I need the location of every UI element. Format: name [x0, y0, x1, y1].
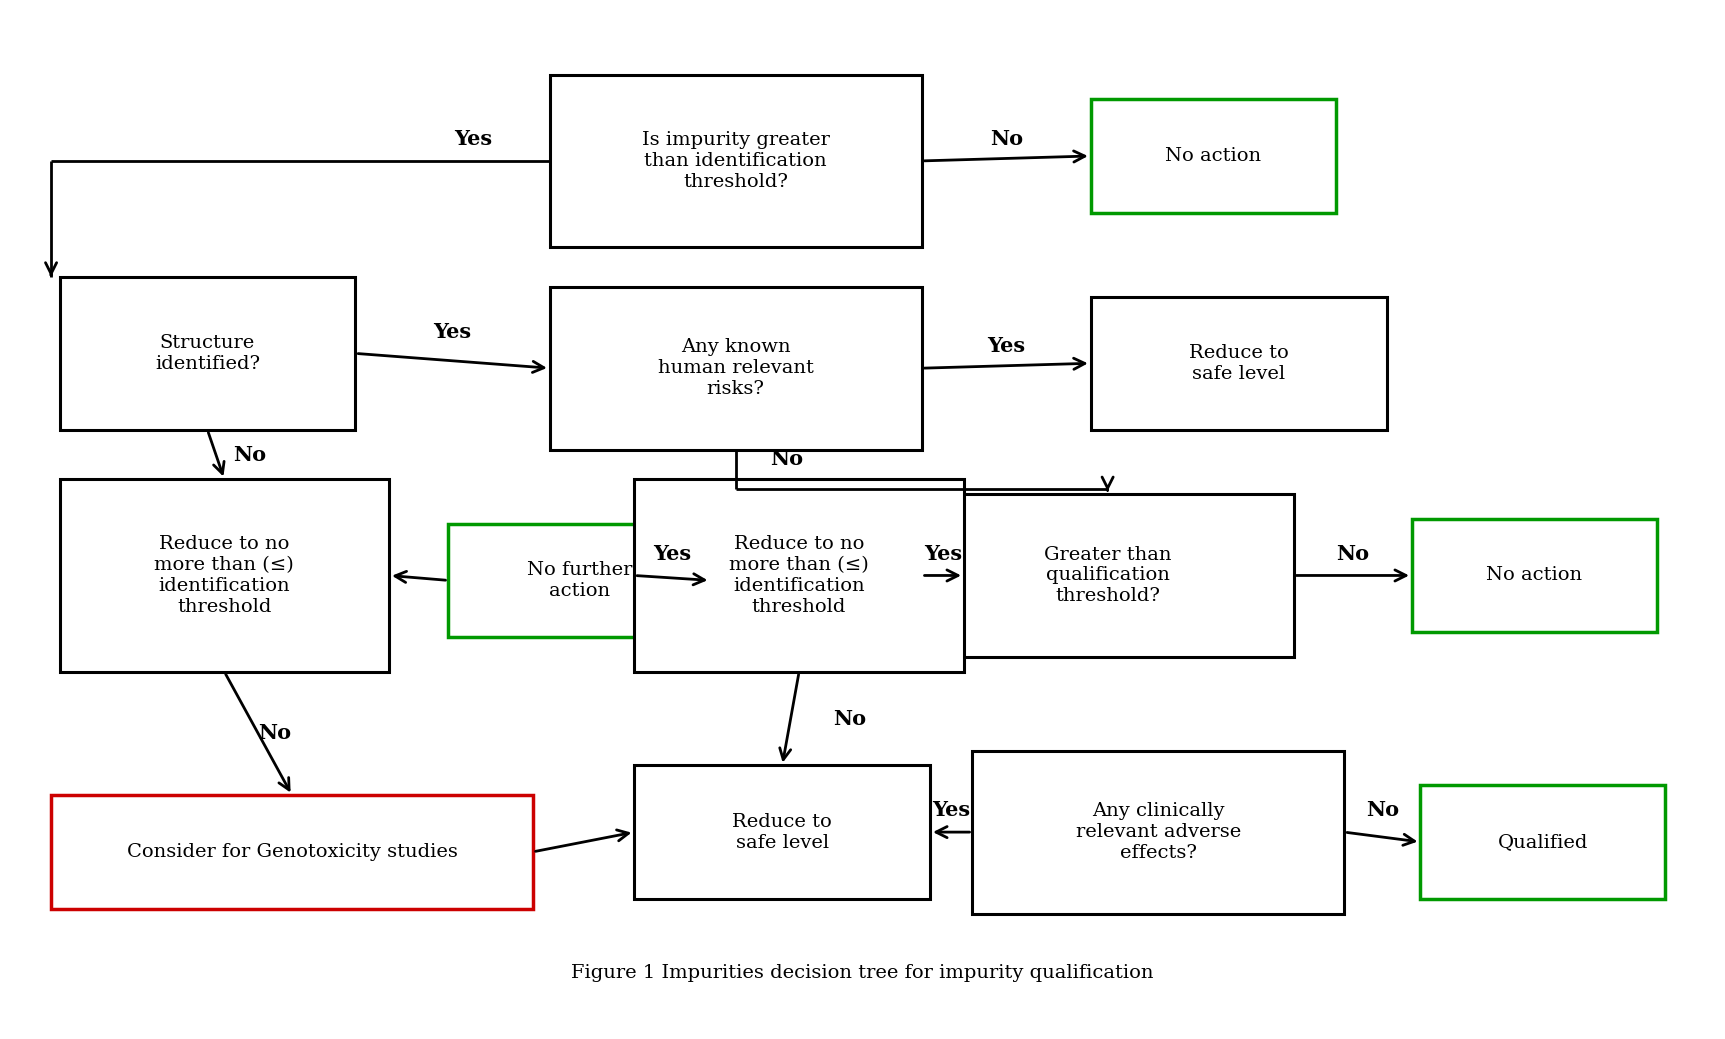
Text: Structure
identified?: Structure identified?	[155, 334, 260, 373]
Text: Any clinically
relevant adverse
effects?: Any clinically relevant adverse effects?	[1076, 802, 1240, 862]
Text: Yes: Yes	[455, 129, 493, 150]
Text: No: No	[1337, 543, 1370, 564]
Text: No: No	[769, 450, 804, 470]
Text: Yes: Yes	[433, 322, 471, 342]
Text: No: No	[1366, 800, 1399, 821]
Text: Reduce to no
more than (≤)
identification
threshold: Reduce to no more than (≤) identificatio…	[155, 535, 295, 616]
Text: No: No	[233, 445, 266, 464]
FancyBboxPatch shape	[550, 287, 921, 450]
Text: No further
action: No further action	[526, 561, 631, 600]
Text: Yes: Yes	[987, 337, 1025, 356]
Text: Is impurity greater
than identification
threshold?: Is impurity greater than identification …	[642, 131, 830, 191]
Text: No: No	[833, 709, 866, 728]
Text: Reduce to
safe level: Reduce to safe level	[1189, 344, 1289, 382]
Text: No action: No action	[1164, 146, 1261, 165]
Text: No: No	[990, 129, 1023, 150]
FancyBboxPatch shape	[1420, 785, 1665, 899]
Text: Qualified: Qualified	[1497, 833, 1589, 851]
Text: Yes: Yes	[932, 800, 971, 821]
Text: No action: No action	[1487, 566, 1582, 585]
FancyBboxPatch shape	[973, 750, 1344, 913]
FancyBboxPatch shape	[1411, 518, 1658, 632]
FancyBboxPatch shape	[921, 495, 1294, 657]
Text: Yes: Yes	[654, 543, 692, 564]
Text: No: No	[259, 723, 292, 743]
Text: Greater than
qualification
threshold?: Greater than qualification threshold?	[1044, 545, 1171, 606]
Text: Reduce to
safe level: Reduce to safe level	[733, 812, 831, 852]
Text: Yes: Yes	[923, 543, 963, 564]
FancyBboxPatch shape	[59, 479, 390, 671]
FancyBboxPatch shape	[635, 479, 964, 671]
FancyBboxPatch shape	[448, 524, 711, 637]
FancyBboxPatch shape	[59, 277, 355, 430]
Text: Figure 1 Impurities decision tree for impurity qualification: Figure 1 Impurities decision tree for im…	[571, 964, 1154, 982]
FancyBboxPatch shape	[1090, 297, 1387, 430]
FancyBboxPatch shape	[635, 766, 930, 899]
Text: Consider for Genotoxicity studies: Consider for Genotoxicity studies	[126, 843, 457, 861]
Text: Any known
human relevant
risks?: Any known human relevant risks?	[657, 339, 814, 398]
FancyBboxPatch shape	[52, 795, 533, 908]
FancyBboxPatch shape	[550, 75, 921, 247]
FancyBboxPatch shape	[1090, 100, 1335, 213]
Text: Reduce to no
more than (≤)
identification
threshold: Reduce to no more than (≤) identificatio…	[730, 535, 869, 616]
